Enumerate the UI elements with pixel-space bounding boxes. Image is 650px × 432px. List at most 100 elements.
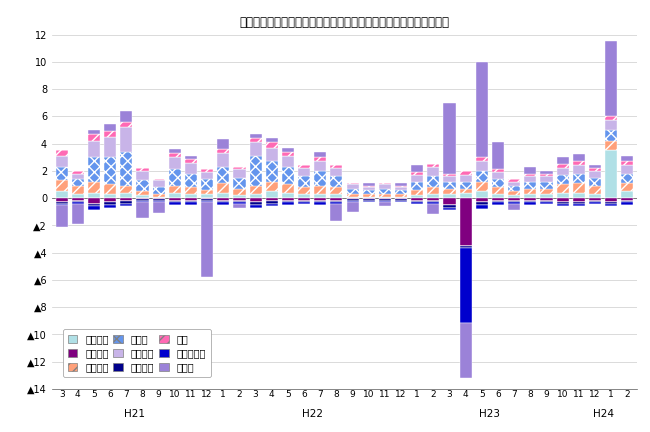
Bar [411, 195, 423, 198]
Bar [72, 202, 84, 203]
Bar [621, 156, 633, 161]
Bar [104, 124, 116, 131]
Bar [217, 193, 229, 198]
Title: 三重県鉱工業生産の業種別前月比寄与度の推移（季節調整済指数）: 三重県鉱工業生産の業種別前月比寄与度の推移（季節調整済指数） [239, 16, 450, 29]
Bar [460, 171, 472, 175]
Bar [266, 182, 278, 191]
Bar [605, 198, 617, 202]
Bar [411, 198, 423, 201]
Bar [492, 194, 504, 198]
Bar [460, 198, 472, 246]
Bar [104, 194, 116, 198]
Bar [492, 198, 504, 201]
Bar [298, 176, 310, 187]
Bar [201, 201, 213, 202]
Bar [411, 165, 423, 172]
Bar [395, 198, 407, 200]
Bar [460, 193, 472, 198]
Bar [217, 140, 229, 149]
Bar [169, 186, 181, 193]
Bar [525, 198, 536, 201]
Bar [556, 175, 569, 184]
Bar [153, 201, 164, 202]
Bar [88, 141, 100, 157]
Bar [476, 62, 488, 157]
Bar [136, 200, 149, 201]
Bar [250, 202, 262, 205]
Bar [72, 186, 84, 194]
Bar [556, 202, 569, 203]
Bar [250, 138, 262, 142]
Bar [330, 202, 343, 203]
Bar [605, 141, 617, 150]
Text: H24: H24 [593, 409, 614, 419]
Bar [589, 171, 601, 178]
Bar [363, 187, 375, 190]
Bar [379, 200, 391, 201]
Bar [540, 182, 552, 188]
Bar [330, 201, 343, 202]
Bar [476, 182, 488, 191]
Bar [330, 203, 343, 221]
Bar [411, 201, 423, 202]
Bar [153, 200, 164, 201]
Bar [201, 200, 213, 201]
Bar [88, 193, 100, 198]
Bar [88, 182, 100, 193]
Bar [136, 202, 149, 219]
Bar [88, 157, 100, 182]
Bar [525, 201, 536, 202]
Text: H23: H23 [480, 409, 500, 419]
Bar [605, 202, 617, 203]
Bar [169, 202, 181, 205]
Bar [88, 130, 100, 134]
Bar [298, 168, 310, 176]
Bar [250, 198, 262, 202]
Bar [266, 203, 278, 206]
Bar [346, 201, 359, 202]
Bar [508, 191, 520, 195]
Bar [395, 183, 407, 186]
Bar [605, 121, 617, 130]
Bar [314, 161, 326, 171]
Bar [492, 179, 504, 187]
Bar [363, 200, 375, 201]
Bar [330, 187, 343, 194]
Bar [508, 182, 520, 186]
Bar [88, 206, 100, 210]
Bar [250, 205, 262, 208]
Bar [556, 198, 569, 202]
Bar [395, 194, 407, 197]
Bar [540, 194, 552, 198]
Bar [476, 202, 488, 205]
Bar [460, 175, 472, 182]
Bar [556, 164, 569, 168]
Bar [314, 202, 326, 205]
Bar [201, 179, 213, 190]
Bar [88, 198, 100, 203]
Bar [169, 193, 181, 198]
Bar [185, 194, 197, 198]
Bar [379, 194, 391, 197]
Bar [427, 176, 439, 187]
Bar [298, 201, 310, 202]
Bar [153, 187, 164, 194]
Bar [72, 171, 84, 174]
Bar [120, 152, 133, 186]
Bar [250, 156, 262, 186]
Bar [573, 161, 585, 165]
Bar [136, 195, 149, 198]
Bar [427, 187, 439, 194]
Bar [250, 186, 262, 194]
Bar [411, 182, 423, 190]
Bar [346, 188, 359, 194]
Bar [266, 201, 278, 203]
Bar [443, 198, 456, 205]
Bar [104, 205, 116, 208]
Bar [525, 188, 536, 194]
Bar [298, 194, 310, 198]
Bar [250, 142, 262, 156]
Bar [88, 203, 100, 206]
Bar [395, 200, 407, 201]
Bar [476, 191, 488, 198]
